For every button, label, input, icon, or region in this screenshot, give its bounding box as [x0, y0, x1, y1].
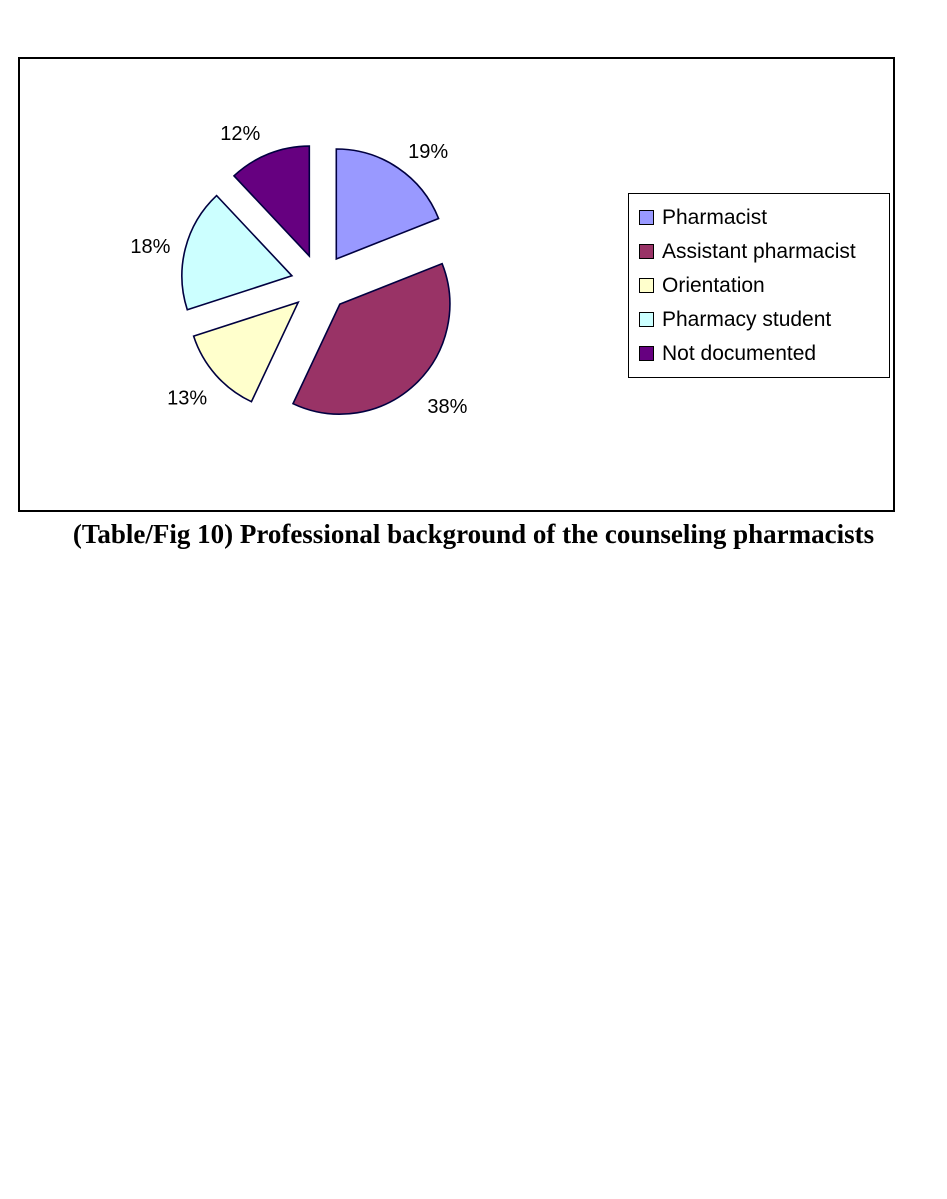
- legend-item: Pharmacist: [639, 207, 889, 228]
- pie-data-label: 19%: [408, 141, 448, 163]
- legend-item: Not documented: [639, 343, 889, 364]
- pie-slice-pharmacist: [335, 148, 440, 261]
- legend-item-label: Pharmacy student: [662, 308, 832, 331]
- pie-slice-not-documented: [232, 145, 311, 259]
- legend-item-label: Orientation: [662, 274, 765, 297]
- pie-slice-pharmacy-student: [181, 194, 294, 311]
- pie-data-label: 13%: [167, 387, 207, 409]
- pie-data-label: 18%: [130, 236, 170, 258]
- pie-data-label: 12%: [220, 123, 260, 145]
- legend-item-label: Pharmacist: [662, 206, 768, 229]
- legend-item: Orientation: [639, 275, 889, 296]
- legend-color-swatch-icon: [639, 210, 654, 225]
- legend-color-swatch-icon: [639, 346, 654, 361]
- chart-frame: 19% 38% 13% 18% 12% Pharmacist Assistant pha…: [18, 57, 895, 512]
- legend-item-label: Not documented: [662, 342, 817, 365]
- legend-color-swatch-icon: [639, 278, 654, 293]
- legend-item: Pharmacy student: [639, 309, 889, 330]
- legend-item: Assistant pharmacist: [639, 241, 889, 262]
- legend-color-swatch-icon: [639, 244, 654, 259]
- legend-color-swatch-icon: [639, 312, 654, 327]
- legend: Pharmacist Assistant pharmacist Orientat…: [628, 193, 890, 378]
- pie-slice-assistant-pharmacist: [291, 262, 451, 415]
- legend-item-label: Assistant pharmacist: [662, 240, 856, 263]
- pie-data-label: 38%: [427, 396, 467, 418]
- pie-slice-orientation: [192, 300, 300, 403]
- figure-caption: (Table/Fig 10) Professional background o…: [72, 519, 875, 549]
- pie-chart: 19% 38% 13% 18% 12%: [130, 123, 467, 418]
